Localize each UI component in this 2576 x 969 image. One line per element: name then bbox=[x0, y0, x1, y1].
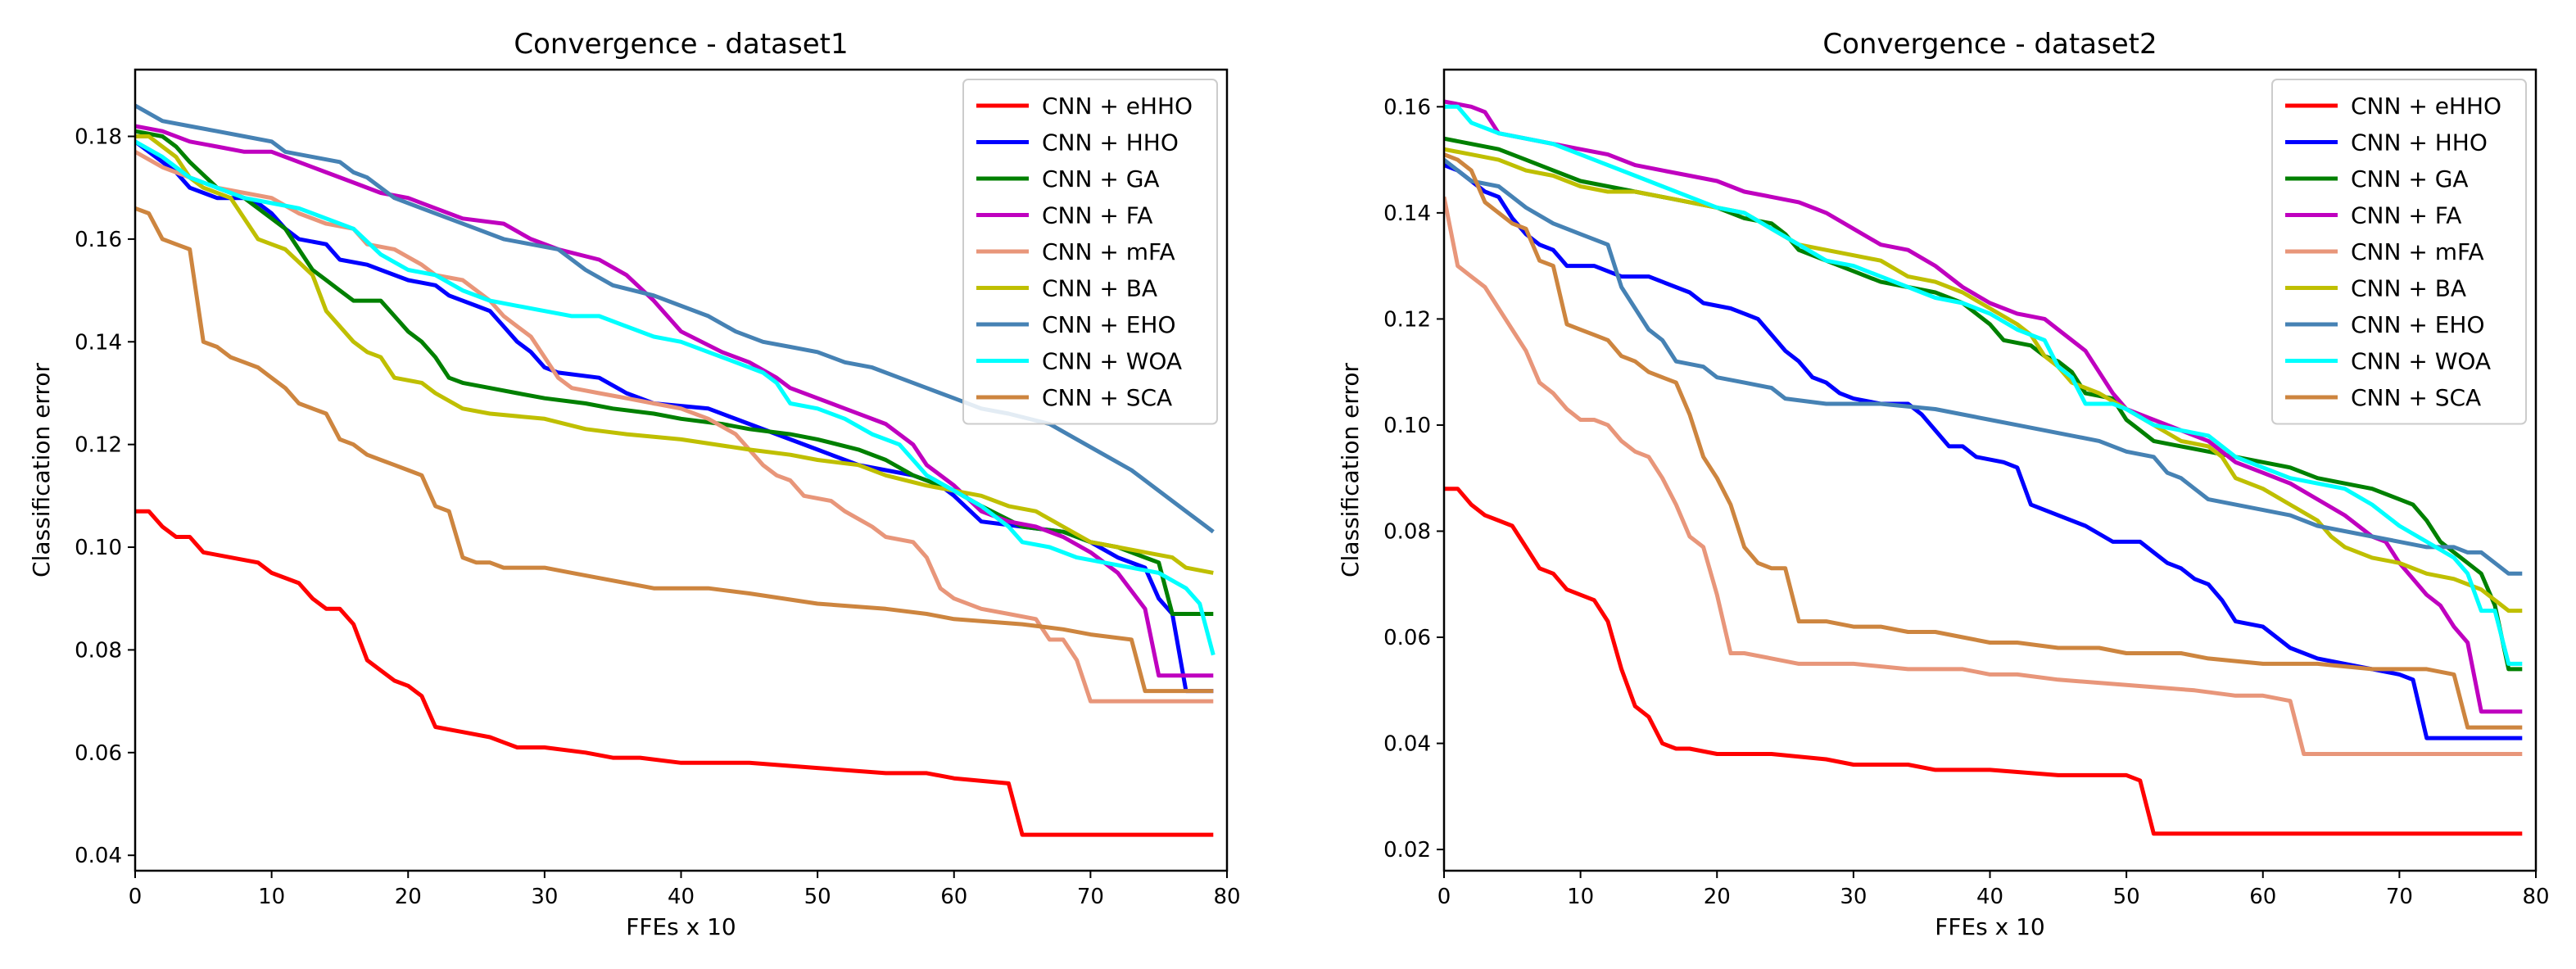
legend-label: CNN + SCA bbox=[1042, 384, 1172, 411]
x-tick-label: 70 bbox=[1077, 885, 1104, 909]
y-tick-label: 0.08 bbox=[75, 638, 122, 663]
x-tick-label: 30 bbox=[1840, 885, 1867, 909]
y-tick-label: 0.02 bbox=[1383, 838, 1431, 863]
legend-label: CNN + EHO bbox=[2351, 311, 2485, 338]
x-tick-label: 40 bbox=[1976, 885, 2003, 909]
legend-label: CNN + GA bbox=[1042, 165, 1160, 192]
x-tick-label: 50 bbox=[804, 885, 831, 909]
legend-box bbox=[962, 79, 1218, 425]
y-axis-label: Classification error bbox=[28, 363, 55, 577]
y-tick-label: 0.16 bbox=[1383, 95, 1431, 120]
y-tick-label: 0.04 bbox=[75, 844, 122, 868]
legend-label: CNN + eHHO bbox=[1042, 93, 1193, 120]
series-line-cnn-woa bbox=[135, 139, 1216, 656]
series-line-cnn-sca bbox=[135, 206, 1214, 694]
x-tick-label: 0 bbox=[1437, 885, 1451, 909]
y-tick-label: 0.08 bbox=[1383, 519, 1431, 544]
legend: CNN + eHHO CNN + HHO CNN + GA CNN + FA CNN +… bbox=[2271, 79, 2527, 425]
series-lines bbox=[1444, 99, 2523, 836]
legend-label: CNN + EHO bbox=[1042, 311, 1176, 338]
x-tick-label: 0 bbox=[129, 885, 143, 909]
y-tick-label: 0.12 bbox=[75, 433, 122, 458]
series-line-cnn-hho bbox=[1444, 163, 2523, 740]
x-tick-label: 80 bbox=[1213, 885, 1240, 909]
legend-label: CNN + SCA bbox=[2351, 384, 2481, 411]
x-tick-label: 60 bbox=[2249, 885, 2276, 909]
y-tick-label: 0.16 bbox=[75, 228, 122, 252]
x-tick-label: 30 bbox=[531, 885, 558, 909]
x-tick-label: 10 bbox=[1567, 885, 1594, 909]
legend-label: CNN + FA bbox=[2351, 202, 2461, 229]
legend-box bbox=[2271, 79, 2527, 425]
legend-label: CNN + BA bbox=[2351, 275, 2466, 302]
legend-label: CNN + FA bbox=[1042, 202, 1152, 229]
series-line-cnn-ehho bbox=[135, 509, 1214, 837]
legend-label: CNN + eHHO bbox=[2351, 93, 2501, 120]
series-line-cnn-woa bbox=[1444, 104, 2523, 666]
y-tick-label: 0.12 bbox=[1383, 307, 1431, 332]
series-line-cnn-ehho bbox=[1444, 487, 2523, 836]
legend-label: CNN + mFA bbox=[2351, 238, 2484, 265]
x-tick-label: 60 bbox=[940, 885, 967, 909]
series-line-cnn-eho bbox=[1444, 158, 2523, 576]
x-tick-label: 20 bbox=[395, 885, 422, 909]
y-tick-label: 0.04 bbox=[1383, 732, 1431, 757]
y-tick-label: 0.14 bbox=[75, 330, 122, 355]
series-line-cnn-mfa bbox=[1444, 196, 2523, 756]
chart-1: Convergence - dataset1 0 10 20 30 40 50 60 70 80 0… bbox=[28, 28, 1241, 940]
legend-label: CNN + HHO bbox=[2351, 129, 2488, 156]
x-axis-label: FFEs x 10 bbox=[1935, 913, 2045, 940]
y-tick-label: 0.10 bbox=[1383, 414, 1431, 438]
y-tick-label: 0.18 bbox=[75, 125, 122, 150]
chart-title: Convergence - dataset2 bbox=[1822, 28, 2157, 61]
legend: CNN + eHHO CNN + HHO CNN + GA CNN + FA CNN +… bbox=[962, 79, 1218, 425]
y-tick-label: 0.06 bbox=[75, 741, 122, 766]
legend-label: CNN + mFA bbox=[1042, 238, 1175, 265]
legend-label: CNN + HHO bbox=[1042, 129, 1179, 156]
legend-label: CNN + WOA bbox=[2351, 348, 2491, 375]
x-axis-label: FFEs x 10 bbox=[626, 913, 736, 940]
x-tick-label: 20 bbox=[1704, 885, 1731, 909]
chart-2: Convergence - dataset2 0 10 20 30 40 50 60 70 80 0… bbox=[1337, 28, 2550, 940]
legend-label: CNN + GA bbox=[2351, 165, 2469, 192]
x-tick-label: 10 bbox=[258, 885, 285, 909]
y-tick-label: 0.10 bbox=[75, 536, 122, 560]
y-tick-label: 0.14 bbox=[1383, 201, 1431, 226]
x-tick-label: 70 bbox=[2386, 885, 2413, 909]
x-tick-label: 50 bbox=[2113, 885, 2140, 909]
x-tick-label: 80 bbox=[2522, 885, 2549, 909]
series-line-cnn-ba bbox=[135, 134, 1214, 575]
y-axis-label: Classification error bbox=[1337, 363, 1364, 577]
series-line-cnn-fa bbox=[135, 124, 1214, 678]
chart-title: Convergence - dataset1 bbox=[514, 28, 848, 61]
series-line-cnn-sca bbox=[1444, 152, 2523, 730]
y-tick-label: 0.06 bbox=[1383, 626, 1431, 650]
legend-label: CNN + WOA bbox=[1042, 348, 1182, 375]
x-tick-label: 40 bbox=[668, 885, 695, 909]
legend-label: CNN + BA bbox=[1042, 275, 1157, 302]
